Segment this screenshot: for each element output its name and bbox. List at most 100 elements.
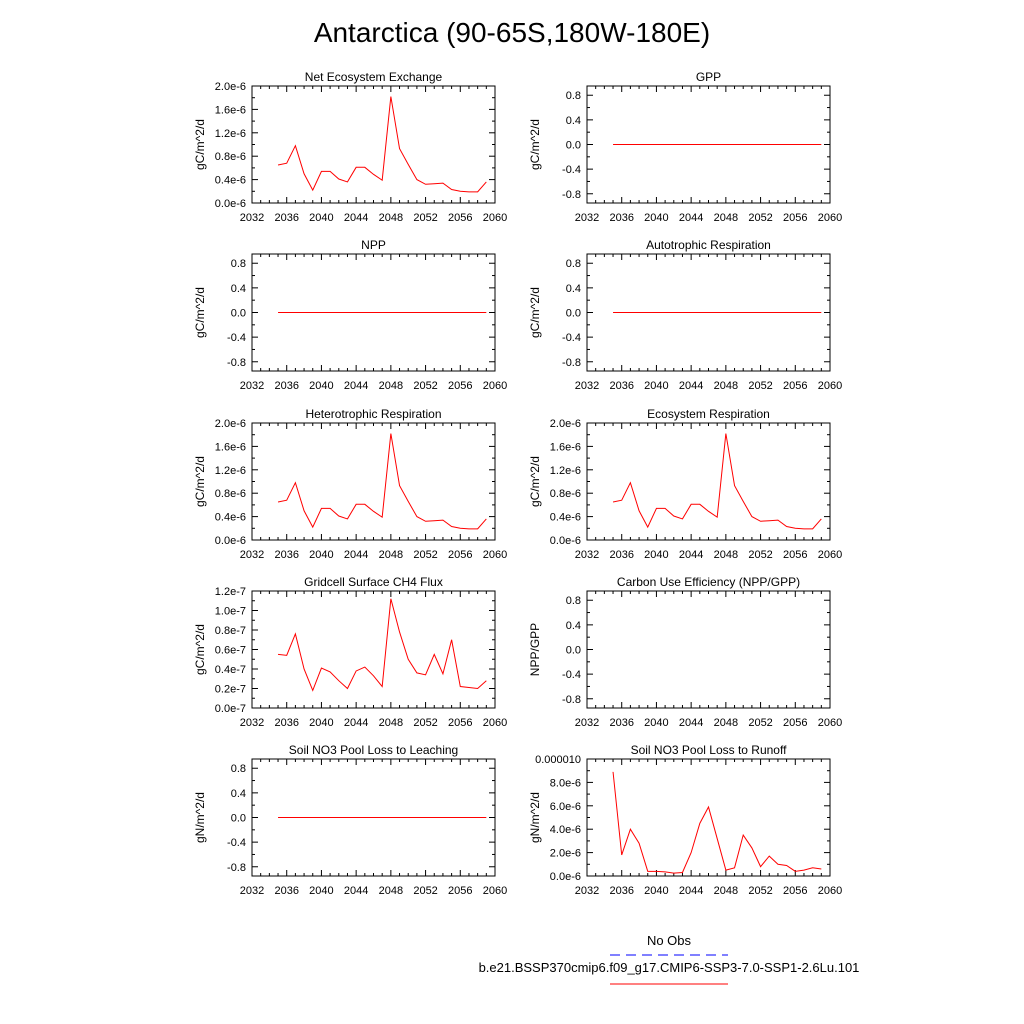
y-tick-label: -0.4 <box>562 164 581 176</box>
x-tick-label: 2044 <box>679 212 703 224</box>
panel-grid: Net Ecosystem Exchange 2032 2036 2040 2044 20… <box>193 70 842 897</box>
y-tick-label: 0.0e-7 <box>215 703 246 715</box>
x-tick-label: 2044 <box>679 717 703 729</box>
chart-panel-10: Soil NO3 Pool Loss to Runoff 2032 2036 2040… <box>528 743 842 897</box>
x-tick-label: 2052 <box>748 212 772 224</box>
x-tick-label: 2032 <box>575 549 599 561</box>
plot-frame <box>586 590 831 709</box>
x-tick-label: 2044 <box>344 380 368 392</box>
x-tick-label: 2060 <box>483 212 507 224</box>
x-tick-label: 2032 <box>240 717 264 729</box>
y-tick-label: 1.6e-6 <box>215 441 246 453</box>
y-tick-label: 2.0e-6 <box>550 848 581 860</box>
panel-title: Gridcell Surface CH4 Flux <box>304 575 443 589</box>
chart-panel-9: Soil NO3 Pool Loss to Leaching 2032 2036 20… <box>193 743 507 897</box>
x-tick-label: 2040 <box>644 717 668 729</box>
y-tick-label: 0.0 <box>231 308 246 320</box>
x-tick-label: 2036 <box>274 212 298 224</box>
x-tick-label: 2044 <box>679 549 703 561</box>
x-tick-label: 2056 <box>448 380 472 392</box>
y-tick-label: 0.0e-6 <box>550 871 581 883</box>
x-tick-label: 2048 <box>714 885 738 897</box>
y-tick-label: -0.8 <box>227 357 246 369</box>
y-tick-label: 0.4 <box>231 283 246 295</box>
x-tick-label: 2040 <box>309 885 333 897</box>
x-tick-label: 2048 <box>714 717 738 729</box>
x-tick-label: 2040 <box>644 549 668 561</box>
y-tick-label: 0.6e-7 <box>215 645 246 657</box>
x-tick-label: 2040 <box>309 717 333 729</box>
y-tick-label: 0.8e-6 <box>215 488 246 500</box>
y-tick-label: -0.8 <box>227 862 246 874</box>
y-axis-label: gC/m^2/d <box>528 119 542 170</box>
y-tick-label: -0.8 <box>562 694 581 706</box>
x-tick-label: 2056 <box>783 380 807 392</box>
x-tick-label: 2036 <box>274 717 298 729</box>
x-tick-label: 2044 <box>679 885 703 897</box>
x-tick-label: 2060 <box>483 380 507 392</box>
x-tick-label: 2060 <box>818 885 842 897</box>
x-tick-label: 2056 <box>783 885 807 897</box>
y-tick-label: 0.2e-7 <box>215 684 246 696</box>
series-line-1 <box>277 433 487 530</box>
y-tick-label: -0.4 <box>562 669 581 681</box>
x-tick-label: 2044 <box>679 380 703 392</box>
x-tick-label: 2056 <box>448 717 472 729</box>
x-tick-label: 2056 <box>448 885 472 897</box>
y-tick-label: 1.2e-7 <box>215 586 246 598</box>
legend-label-case: b.e21.BSSP370cmip6.f09_g17.CMIP6-SSP3-7.… <box>479 960 860 975</box>
y-axis-label: NPP/GPP <box>528 623 542 676</box>
x-tick-label: 2060 <box>818 549 842 561</box>
x-tick-label: 2036 <box>609 212 633 224</box>
x-tick-label: 2052 <box>413 549 437 561</box>
x-tick-label: 2052 <box>748 549 772 561</box>
panel-title: NPP <box>361 238 386 252</box>
x-tick-label: 2032 <box>575 212 599 224</box>
y-tick-label: 0.8e-7 <box>215 625 246 637</box>
x-tick-label: 2036 <box>274 549 298 561</box>
y-tick-label: 0.4e-6 <box>215 512 246 524</box>
y-tick-label: 2.0e-6 <box>215 418 246 430</box>
x-tick-label: 2040 <box>309 380 333 392</box>
y-tick-label: 0.8 <box>566 258 581 270</box>
chart-panel-8: Carbon Use Efficiency (NPP/GPP) 2032 2036 2… <box>528 575 842 729</box>
y-tick-label: 0.8 <box>231 258 246 270</box>
y-axis-label: gC/m^2/d <box>193 287 207 338</box>
x-tick-label: 2036 <box>609 380 633 392</box>
y-tick-label: 0.0e-6 <box>215 535 246 547</box>
chart-panel-2: GPP 2032 2036 2040 2044 2048 2052 2056 2060 -0.8 -… <box>528 70 842 224</box>
y-tick-label: 0.4 <box>231 788 246 800</box>
y-tick-label: 0.0 <box>231 813 246 825</box>
y-tick-label: 0.8 <box>231 763 246 775</box>
x-tick-label: 2032 <box>240 549 264 561</box>
x-tick-label: 2048 <box>714 212 738 224</box>
x-tick-label: 2048 <box>379 380 403 392</box>
x-tick-label: 2060 <box>818 212 842 224</box>
x-tick-label: 2056 <box>448 549 472 561</box>
x-tick-label: 2032 <box>240 212 264 224</box>
y-tick-label: 0.8e-6 <box>550 488 581 500</box>
y-tick-label: 0.0e-6 <box>550 535 581 547</box>
legend-label-no-obs: No Obs <box>647 933 692 948</box>
panel-title: Autotrophic Respiration <box>646 238 771 252</box>
x-tick-label: 2044 <box>344 717 368 729</box>
panel-title: Soil NO3 Pool Loss to Runoff <box>631 743 788 757</box>
x-tick-label: 2048 <box>379 885 403 897</box>
x-tick-label: 2060 <box>818 717 842 729</box>
chart-panel-1: Net Ecosystem Exchange 2032 2036 2040 2044 20… <box>193 70 507 224</box>
y-tick-label: 0.4 <box>566 115 581 127</box>
series-line-1 <box>612 433 822 530</box>
x-tick-label: 2036 <box>609 885 633 897</box>
panel-title: Soil NO3 Pool Loss to Leaching <box>289 743 458 757</box>
y-tick-label: -0.4 <box>562 332 581 344</box>
x-tick-label: 2040 <box>644 212 668 224</box>
y-tick-label: 0.8e-6 <box>215 151 246 163</box>
x-tick-label: 2044 <box>344 549 368 561</box>
x-tick-label: 2056 <box>783 212 807 224</box>
plot-frame <box>251 422 496 541</box>
plot-frame <box>251 85 496 204</box>
x-tick-label: 2052 <box>748 717 772 729</box>
y-tick-label: -0.4 <box>227 837 246 849</box>
y-tick-label: 0.4 <box>566 283 581 295</box>
y-axis-label: gC/m^2/d <box>193 456 207 507</box>
